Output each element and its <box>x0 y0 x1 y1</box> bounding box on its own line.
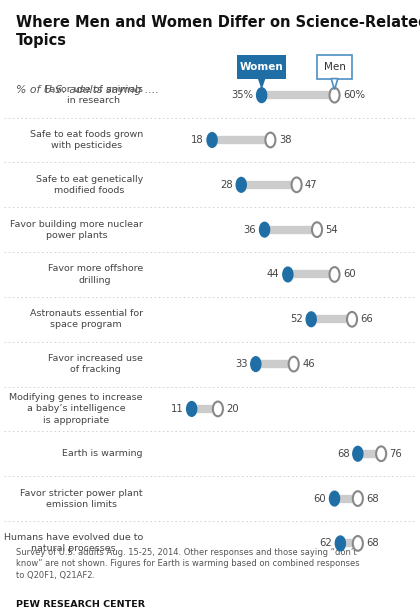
Text: Modifying genes to increase
a baby’s intelligence
is appropriate: Modifying genes to increase a baby’s int… <box>9 394 143 424</box>
Text: 20: 20 <box>226 404 239 414</box>
Text: Favor more offshore
drilling: Favor more offshore drilling <box>47 265 143 284</box>
Text: Favor stricter power plant
emission limits: Favor stricter power plant emission limi… <box>20 489 143 508</box>
Text: 35%: 35% <box>231 90 253 100</box>
Text: 66: 66 <box>360 314 373 324</box>
Text: Where Men and Women Differ on Science-Related
Topics: Where Men and Women Differ on Science-Re… <box>16 15 420 49</box>
Text: 60: 60 <box>313 494 326 503</box>
Text: Women: Women <box>240 62 284 72</box>
Text: % of U.S. adults saying ....: % of U.S. adults saying .... <box>16 85 159 95</box>
Text: Earth is warming: Earth is warming <box>62 449 143 458</box>
Text: 60%: 60% <box>343 90 365 100</box>
Text: 62: 62 <box>319 538 332 548</box>
Text: 36: 36 <box>244 225 256 235</box>
Text: 18: 18 <box>191 135 204 145</box>
Text: Safe to eat genetically
modified foods: Safe to eat genetically modified foods <box>36 175 143 195</box>
Text: Favor increased use
of fracking: Favor increased use of fracking <box>48 354 143 374</box>
Text: 54: 54 <box>326 225 338 235</box>
Text: Survey of U.S. adults Aug. 15-25, 2014. Other responses and those saying “don’t
: Survey of U.S. adults Aug. 15-25, 2014. … <box>16 548 360 580</box>
Text: Favor use of animals
in research: Favor use of animals in research <box>45 85 143 105</box>
Text: 46: 46 <box>302 359 315 369</box>
Text: 44: 44 <box>267 270 279 279</box>
Text: 33: 33 <box>235 359 247 369</box>
Text: 11: 11 <box>171 404 183 414</box>
Text: PEW RESEARCH CENTER: PEW RESEARCH CENTER <box>16 600 145 610</box>
Text: 68: 68 <box>337 449 349 459</box>
Text: 60: 60 <box>343 270 356 279</box>
Text: 38: 38 <box>279 135 291 145</box>
Text: Men: Men <box>323 62 346 72</box>
Text: 68: 68 <box>366 538 379 548</box>
Text: 68: 68 <box>366 494 379 503</box>
Text: 76: 76 <box>390 449 402 459</box>
Text: 28: 28 <box>220 180 233 190</box>
Text: 52: 52 <box>290 314 303 324</box>
Text: Safe to eat foods grown
with pesticides: Safe to eat foods grown with pesticides <box>29 130 143 150</box>
Text: Favor building more nuclear
power plants: Favor building more nuclear power plants <box>10 220 143 239</box>
Text: Humans have evolved due to
natural processes: Humans have evolved due to natural proce… <box>3 534 143 553</box>
Text: Astronauts essential for
space program: Astronauts essential for space program <box>30 309 143 329</box>
Text: 47: 47 <box>305 180 318 190</box>
